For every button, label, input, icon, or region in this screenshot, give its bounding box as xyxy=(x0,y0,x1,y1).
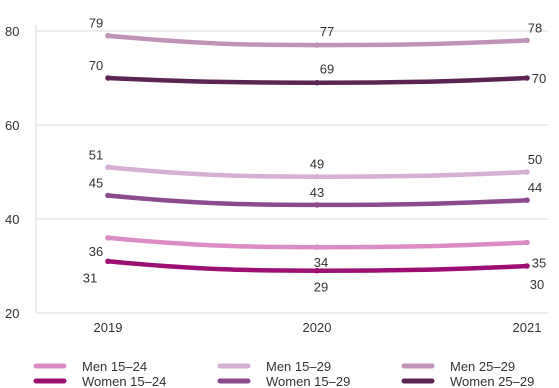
data-point xyxy=(105,258,111,265)
legend-label: Women 15–24 xyxy=(82,374,166,388)
legend: Men 15–24 Men 15–29 Men 25–29 Women 15–24 Wo… xyxy=(33,359,534,388)
x-axis-ticks: 2019 2020 2021 xyxy=(94,320,542,335)
gridlines xyxy=(35,25,548,314)
data-label: 31 xyxy=(83,270,97,285)
y-tick-label: 60 xyxy=(5,118,19,133)
data-label: 36 xyxy=(89,244,103,259)
data-point xyxy=(105,75,111,81)
data-label: 70 xyxy=(532,71,546,86)
y-tick-label: 20 xyxy=(5,306,19,321)
x-tick-label: 2019 xyxy=(94,320,123,335)
legend-label: Women 15–29 xyxy=(266,374,350,388)
data-label: 45 xyxy=(89,176,103,191)
y-tick-label: 40 xyxy=(5,212,19,227)
data-label: 43 xyxy=(310,185,324,200)
data-point xyxy=(524,37,530,44)
data-point xyxy=(105,192,111,199)
x-tick-label: 2020 xyxy=(303,320,332,335)
data-label: 70 xyxy=(89,58,103,73)
series-lines xyxy=(105,32,530,274)
data-point xyxy=(524,263,530,269)
data-label: 30 xyxy=(530,277,544,292)
x-tick-label: 2021 xyxy=(513,320,542,335)
legend-label: Men 15–29 xyxy=(266,359,331,374)
data-label: 44 xyxy=(528,180,542,195)
data-label: 79 xyxy=(89,16,103,31)
data-point xyxy=(105,164,111,171)
data-labels: 51 49 50 45 43 44 79 77 78 70 69 70 36 34 35 31 29 30 xyxy=(83,16,546,295)
data-label: 50 xyxy=(528,152,542,167)
data-label: 51 xyxy=(89,147,103,162)
data-point xyxy=(524,75,530,81)
legend-label: Women 25–29 xyxy=(450,374,534,388)
data-point xyxy=(524,239,530,246)
data-label: 34 xyxy=(314,255,328,270)
data-point xyxy=(314,79,320,86)
data-point xyxy=(524,197,530,203)
data-point xyxy=(105,235,111,241)
data-point xyxy=(314,202,320,208)
data-label: 29 xyxy=(314,280,328,295)
data-point xyxy=(105,32,111,39)
data-point xyxy=(524,169,530,175)
legend-label: Men 25–29 xyxy=(450,359,515,374)
data-point xyxy=(314,244,320,250)
data-point xyxy=(314,42,320,48)
data-point xyxy=(314,173,320,180)
data-label: 35 xyxy=(532,256,546,271)
data-point xyxy=(314,267,320,274)
y-axis-ticks: 20 40 60 80 xyxy=(5,24,19,321)
data-label: 78 xyxy=(528,20,542,35)
y-tick-label: 80 xyxy=(5,24,19,39)
data-label: 77 xyxy=(320,24,334,39)
data-label: 69 xyxy=(320,62,334,77)
data-label: 49 xyxy=(310,157,324,172)
legend-label: Men 15–24 xyxy=(82,359,147,374)
